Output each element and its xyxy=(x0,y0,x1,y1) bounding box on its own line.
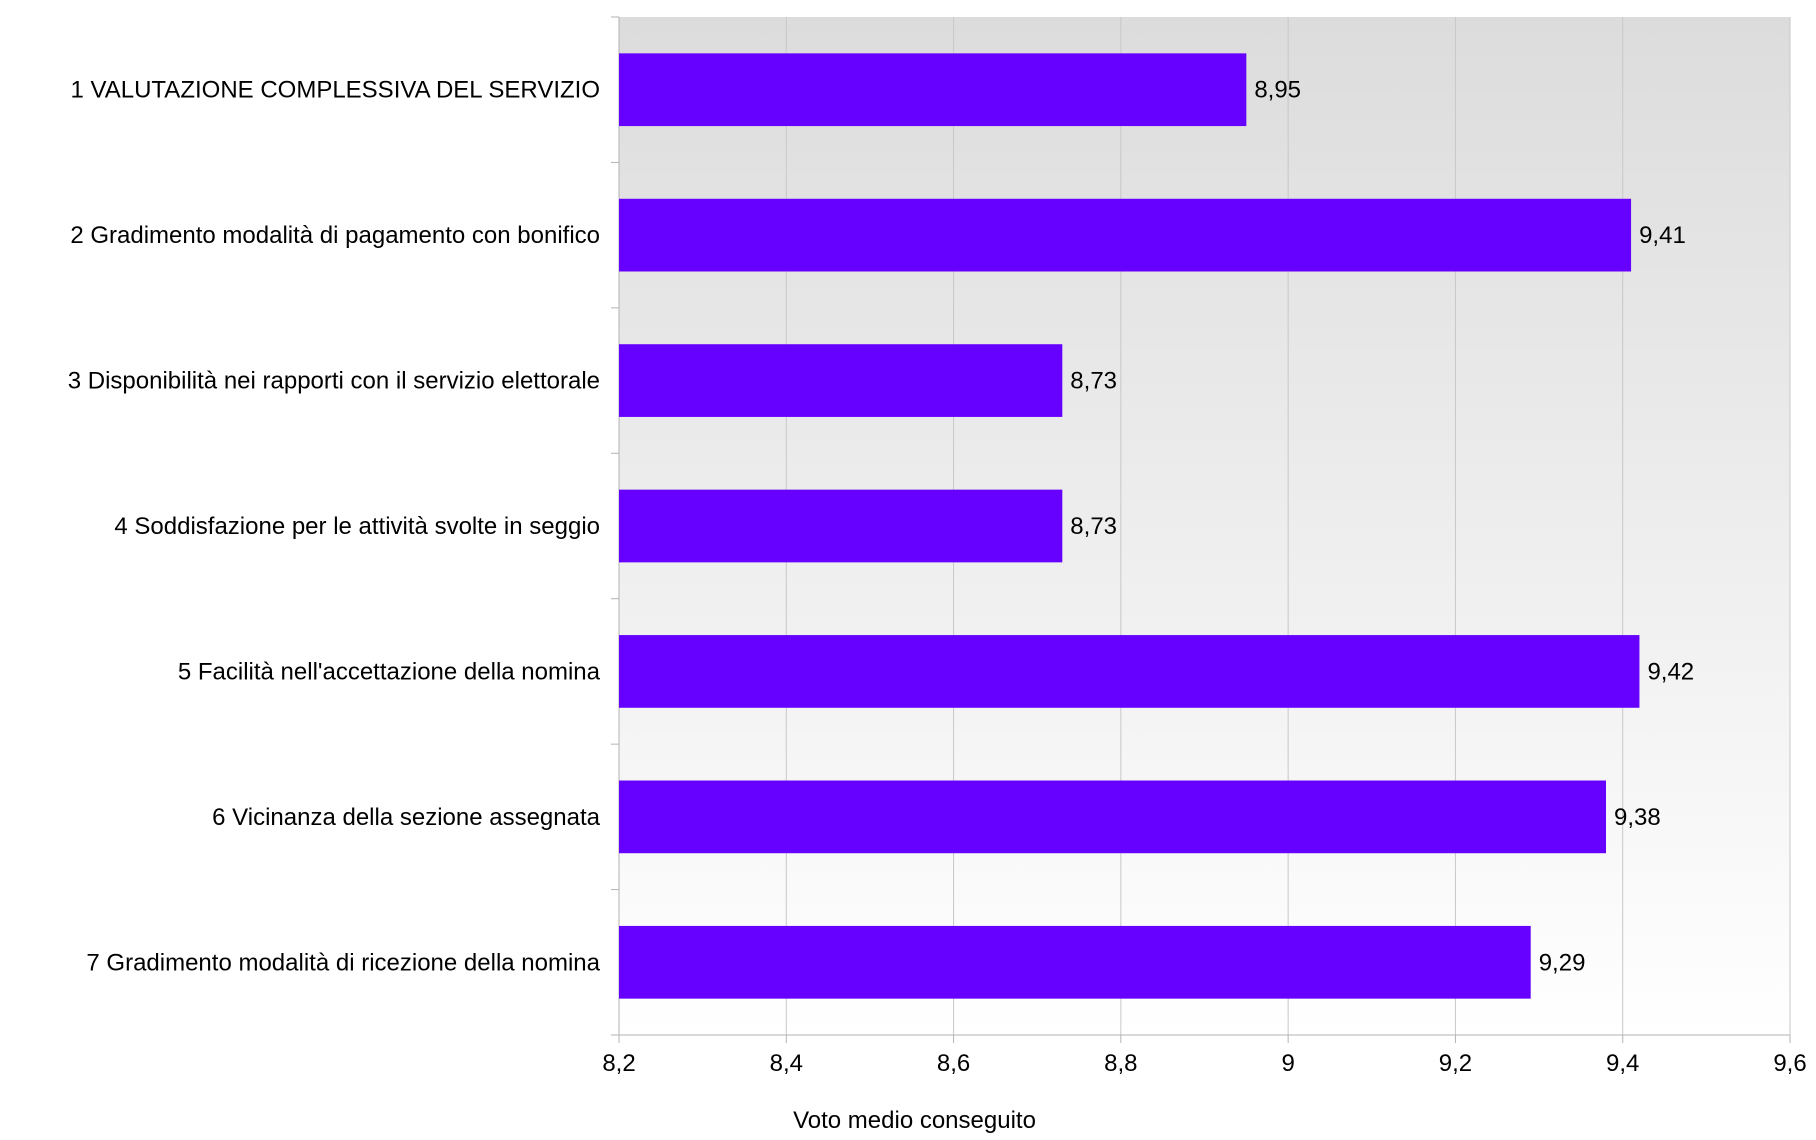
bar xyxy=(619,489,1063,563)
value-label: 9,42 xyxy=(1647,658,1694,685)
value-label: 9,38 xyxy=(1614,804,1661,831)
bars xyxy=(619,53,1640,999)
x-tick-label: 9,6 xyxy=(1773,1050,1806,1077)
bar xyxy=(619,344,1063,417)
x-tick-label: 8,6 xyxy=(937,1050,970,1077)
bar xyxy=(619,198,1632,272)
category-label: 2 Gradimento modalità di pagamento con b… xyxy=(70,222,600,249)
category-label: 6 Vicinanza della sezione assegnata xyxy=(212,804,600,831)
category-label: 1 VALUTAZIONE COMPLESSIVA DEL SERVIZIO xyxy=(71,77,601,104)
x-tick-label: 9 xyxy=(1281,1050,1294,1077)
value-label: 8,73 xyxy=(1070,513,1117,540)
bar xyxy=(619,925,1531,999)
bar xyxy=(619,635,1640,708)
value-label: 8,95 xyxy=(1254,77,1301,104)
value-label: 9,41 xyxy=(1639,222,1686,249)
category-label: 3 Disponibilità nei rapporti con il serv… xyxy=(68,368,600,395)
x-tick-label: 8,4 xyxy=(770,1050,803,1077)
category-label: 5 Facilità nell'accettazione della nomin… xyxy=(178,658,601,685)
labels: 8,2 8,4 8,6 8,8 9 9,2 9,4 9,6 1 VALUTAZIONE COMP… xyxy=(68,77,1807,1077)
x-tick-label: 8,8 xyxy=(1104,1050,1137,1077)
x-tick-label: 9,4 xyxy=(1606,1050,1639,1077)
value-label: 8,73 xyxy=(1070,368,1117,395)
x-axis-title: Voto medio conseguito xyxy=(793,1107,1036,1134)
bar xyxy=(619,53,1247,127)
category-label: 7 Gradimento modalità di ricezione della… xyxy=(86,949,600,976)
x-tick-label: 8,2 xyxy=(602,1050,635,1077)
category-label: 4 Soddisfazione per le attività svolte i… xyxy=(114,513,600,540)
bar xyxy=(619,780,1606,854)
value-label: 9,29 xyxy=(1539,949,1586,976)
x-tick-label: 9,2 xyxy=(1439,1050,1472,1077)
